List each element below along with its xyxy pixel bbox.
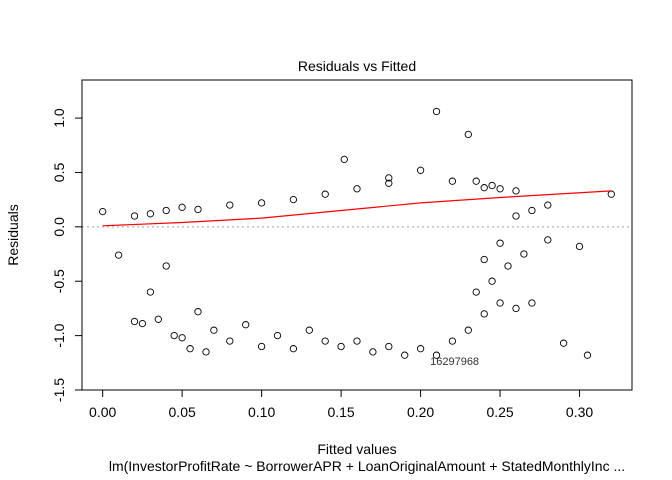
data-point — [480, 310, 488, 318]
data-point — [146, 288, 155, 296]
data-point — [528, 206, 536, 215]
data-point — [337, 342, 345, 351]
data-point — [385, 179, 393, 187]
y-tick-label: -1.5 — [51, 378, 67, 402]
x-tick-label: 0.20 — [407, 404, 434, 420]
outlier-point-label: 16297968 — [430, 356, 479, 368]
data-point — [321, 337, 329, 345]
data-point — [512, 187, 520, 195]
data-point — [178, 334, 186, 342]
x-tick-label: 0.05 — [169, 404, 196, 420]
data-point — [464, 326, 472, 334]
data-point — [305, 326, 313, 334]
data-point — [528, 299, 536, 307]
data-point — [186, 345, 194, 353]
data-point — [472, 288, 480, 296]
data-point — [448, 337, 457, 345]
x-tick-label: 0.10 — [248, 404, 275, 420]
points-layer — [99, 107, 615, 359]
x-tick-label: 0.25 — [486, 404, 513, 420]
data-point — [512, 212, 520, 220]
data-point — [416, 345, 425, 353]
data-point — [472, 177, 480, 185]
data-point — [512, 304, 520, 313]
data-point — [496, 239, 504, 247]
data-point — [432, 107, 441, 116]
x-tick-label: 0.00 — [89, 404, 116, 420]
data-point — [385, 342, 393, 351]
data-point — [401, 351, 409, 359]
data-point — [464, 130, 472, 139]
data-point — [353, 185, 361, 193]
data-point — [202, 348, 210, 356]
data-point — [340, 155, 348, 164]
data-point — [146, 210, 155, 218]
data-point — [488, 181, 496, 190]
data-point — [210, 326, 218, 334]
data-point — [353, 337, 361, 345]
data-point — [257, 199, 266, 207]
data-point — [504, 262, 512, 270]
x-axis: 0.00 0.05 0.10 0.15 0.20 0.25 0.30 — [89, 389, 593, 420]
chart-title: Residuals vs Fitted — [298, 58, 416, 74]
y-tick-label: 0.5 — [51, 163, 67, 183]
data-point — [369, 348, 377, 356]
data-point — [99, 207, 107, 216]
x-tick-label: 0.30 — [566, 404, 593, 420]
data-point — [242, 321, 250, 329]
data-point — [138, 319, 147, 328]
model-formula-subtitle: lm(InvestorProfitRate ~ BorrowerAPR + Lo… — [109, 458, 625, 474]
data-point — [194, 308, 202, 316]
data-point — [416, 166, 425, 174]
data-point — [559, 339, 568, 347]
data-point — [170, 331, 178, 340]
data-point — [520, 250, 528, 258]
y-tick-label: 0.0 — [51, 217, 67, 237]
data-point — [114, 251, 123, 259]
y-axis: -1.5 -1.0 -0.5 0.0 0.5 1.0 — [51, 108, 83, 402]
data-point — [257, 342, 266, 351]
data-point — [488, 277, 496, 285]
y-tick-label: -1.0 — [51, 323, 67, 347]
data-point — [226, 201, 234, 209]
data-point — [321, 190, 329, 198]
x-tick-label: 0.15 — [327, 404, 354, 420]
data-point — [544, 201, 552, 209]
loess-smoother-line — [102, 190, 612, 227]
x-axis-label: Fitted values — [317, 441, 396, 457]
data-point — [130, 317, 139, 326]
y-tick-label: 1.0 — [51, 108, 67, 128]
data-point — [432, 351, 441, 359]
data-point — [496, 185, 504, 193]
data-point — [544, 236, 552, 244]
data-point — [289, 195, 298, 204]
data-point — [154, 315, 162, 323]
data-point — [162, 262, 170, 270]
data-point — [273, 331, 282, 340]
data-point — [194, 205, 202, 214]
data-point — [575, 242, 584, 251]
data-point — [480, 184, 488, 192]
data-point — [583, 351, 592, 359]
data-point — [130, 212, 139, 220]
overlay-layer: 16297968 — [82, 190, 632, 368]
data-point — [480, 255, 488, 264]
data-point — [289, 345, 298, 353]
data-point — [226, 337, 234, 345]
y-tick-label: -0.5 — [51, 269, 67, 293]
data-point — [385, 174, 393, 182]
data-point — [178, 203, 186, 211]
data-point — [448, 177, 457, 185]
y-axis-label: Residuals — [5, 204, 21, 265]
data-point — [162, 206, 170, 215]
data-point — [496, 299, 504, 307]
